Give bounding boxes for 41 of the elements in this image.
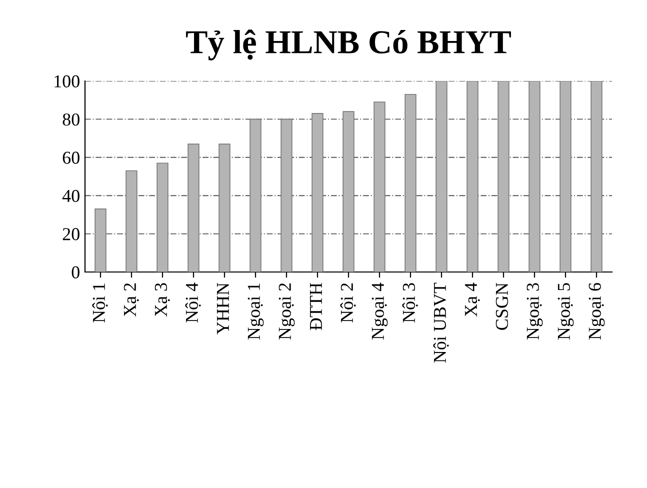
bar (250, 118, 262, 272)
bar (466, 81, 478, 272)
bar (342, 111, 354, 272)
bar (94, 208, 106, 272)
x-tick-label: CSGN (496, 282, 508, 330)
bar (590, 81, 602, 272)
x-tick-label: Ngoại 4 (372, 282, 388, 340)
x-tick-label: Ngoại 1 (248, 284, 264, 340)
chart-title: Tỷ lệ HLNB Có BHYT (186, 30, 511, 60)
x-tick-label: Ngoại 6 (588, 282, 605, 340)
bar (156, 162, 168, 272)
bar (126, 170, 138, 272)
y-tick-label: 0 (72, 266, 80, 278)
x-tick-label: Nội 1 (92, 284, 108, 323)
x-tick-label: Xạ 2 (124, 283, 139, 317)
bar (188, 144, 200, 272)
y-tick-label: 40 (62, 190, 80, 202)
x-tick-label: Nội 4 (185, 282, 201, 323)
x-tick-label: Nội 2 (340, 283, 356, 323)
bar (560, 81, 572, 272)
x-tick-label: Xạ 3 (154, 283, 170, 317)
y-tick-label: 60 (62, 152, 80, 164)
x-tick-label: YHHN (217, 282, 229, 334)
x-tick-label: Xạ 4 (464, 282, 480, 317)
bar (312, 113, 324, 272)
bar (498, 81, 510, 272)
x-tick-label: ĐTTH (310, 282, 322, 330)
y-tick-label: 100 (54, 75, 80, 88)
y-tick-label: 80 (62, 113, 80, 126)
bar (528, 81, 540, 272)
bar (436, 81, 448, 272)
x-tick-label: Nội 3 (402, 283, 418, 323)
bar (404, 94, 416, 272)
x-tick-label: Ngoại 3 (526, 283, 543, 340)
x-tick-label: Ngoại 5 (558, 283, 574, 340)
x-tick-label: Ngoại 2 (278, 283, 295, 340)
bar (218, 144, 230, 272)
bar (374, 102, 386, 272)
x-tick-label: Nội UBVT (433, 282, 449, 363)
y-tick-label: 20 (62, 228, 80, 240)
bar (280, 118, 292, 272)
